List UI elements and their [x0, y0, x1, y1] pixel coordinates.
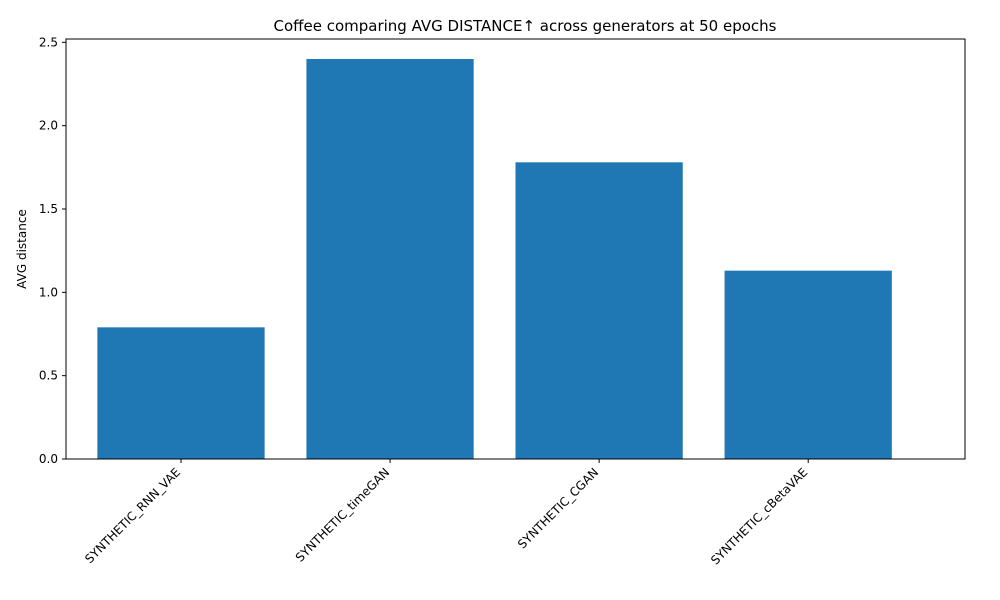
x-tick-label: SYNTHETIC_cBetaVAE: [708, 465, 810, 567]
plot-area: 0.0 0.5 1.0 1.5 2.0 2.5 SYNTHETIC_RNN_VAE SYNTH…: [39, 35, 966, 567]
bar: [97, 327, 265, 459]
y-tick-label: 2.0: [39, 119, 58, 133]
bar: [515, 162, 683, 460]
y-tick-label: 2.5: [39, 35, 58, 49]
y-tick-label: 0.0: [39, 452, 58, 466]
x-tick-label: SYNTHETIC_timeGAN: [293, 465, 392, 564]
axes-frame: [65, 38, 966, 460]
y-axis-label: AVG distance: [15, 209, 29, 289]
bar: [724, 270, 892, 459]
x-tick-label: SYNTHETIC_RNN_VAE: [82, 465, 183, 566]
y-tick-label: 1.5: [39, 202, 58, 216]
chart-title: Coffee comparing AVG DISTANCE↑ across ge…: [273, 17, 776, 35]
y-tick-label: 1.0: [39, 285, 58, 299]
y-tick-label: 0.5: [39, 369, 58, 383]
x-tick-label: SYNTHETIC_CGAN: [515, 465, 601, 551]
bar: [306, 59, 474, 459]
